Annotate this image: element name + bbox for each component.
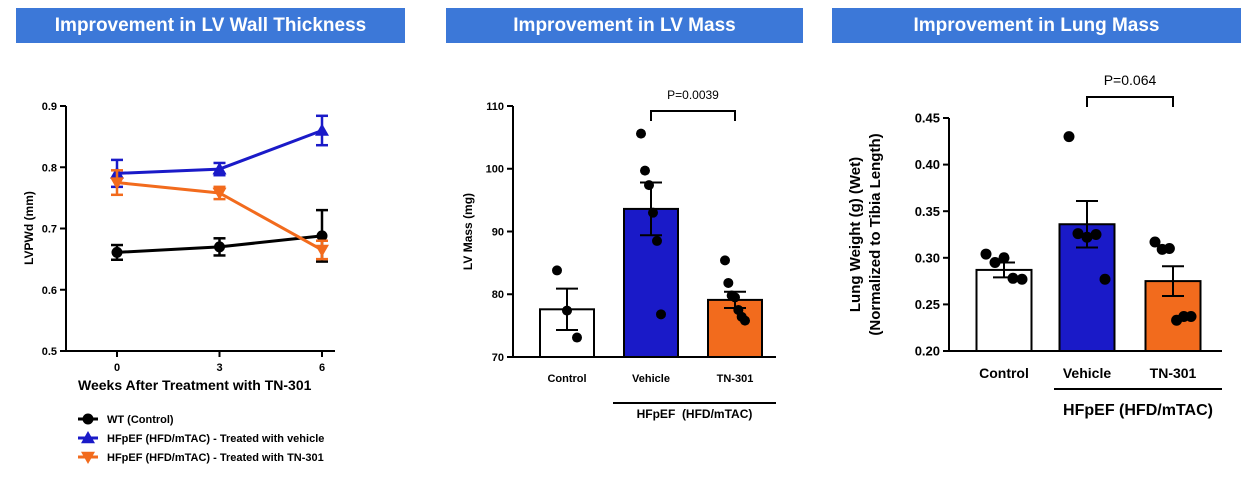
data-point — [1090, 229, 1102, 240]
bar-group-vehicle — [623, 128, 679, 358]
category-label: TN-301 — [717, 373, 754, 385]
y-tick-label: 0.6 — [42, 285, 57, 297]
y-tick-label: 70 — [492, 352, 504, 364]
y-axis-label: LVPWd (mm) — [22, 191, 36, 265]
data-point — [652, 235, 662, 246]
significance-bracket — [650, 110, 736, 121]
series-0 — [111, 208, 328, 263]
data-point — [315, 244, 329, 257]
legend-marker — [81, 431, 95, 444]
data-point — [656, 309, 666, 320]
data-point — [1063, 131, 1075, 143]
data-point — [110, 177, 124, 190]
lung-mass-chart: 0.20 0.25 0.30 0.35 0.40 0.45 Control Vehicle TN… — [847, 72, 1222, 419]
bar-group-tn-301 — [707, 255, 763, 358]
x-tick-label: 0 — [114, 362, 120, 374]
data-point — [730, 292, 740, 303]
y-tick-label: 0.20 — [915, 344, 940, 359]
lv-mass-title: Improvement in LV Mass — [446, 8, 803, 43]
x-tick-label: 6 — [319, 362, 325, 374]
y-tick-label: 0.5 — [42, 346, 57, 358]
data-point — [980, 248, 992, 260]
bar-group-vehicle — [1058, 131, 1116, 352]
category-label: TN-301 — [1150, 365, 1197, 381]
legend-label: HFpEF (HFD/mTAC) - Treated with vehicle — [107, 433, 324, 445]
data-point — [1016, 273, 1028, 285]
data-point — [214, 241, 225, 253]
y-axis-label-line2: (Normalized to Tibia Length) — [867, 133, 884, 335]
category-label: Control — [547, 373, 586, 385]
data-point — [572, 332, 582, 343]
data-point — [315, 123, 329, 136]
series-2 — [110, 169, 329, 261]
p-value-annotation: P=0.064 — [1104, 72, 1157, 88]
data-point — [562, 305, 572, 316]
data-point — [636, 128, 646, 139]
y-tick-label: 90 — [492, 226, 504, 238]
y-tick-label: 0.45 — [915, 111, 940, 126]
data-point — [989, 256, 1001, 268]
bar-group-tn-301 — [1144, 236, 1202, 353]
x-axis-label: Weeks After Treatment with TN-301 — [78, 377, 312, 393]
legend-label: HFpEF (HFD/mTAC) - Treated with TN-301 — [107, 452, 324, 464]
legend-marker — [81, 451, 95, 464]
y-tick-label: 0.30 — [915, 250, 940, 265]
y-tick-label: 0.9 — [42, 101, 57, 113]
data-point — [740, 315, 750, 326]
lv-wall-thickness-title: Improvement in LV Wall Thickness — [16, 8, 405, 43]
data-point — [212, 162, 227, 175]
group-label: HFpEF (HFD/mTAC) — [1063, 402, 1213, 419]
data-point — [720, 255, 730, 266]
legend-label: WT (Control) — [107, 414, 174, 426]
data-point — [723, 277, 734, 288]
data-point — [1007, 272, 1019, 284]
data-point — [1099, 273, 1111, 285]
y-tick-label: 100 — [486, 164, 504, 176]
category-label: Vehicle — [1063, 365, 1111, 381]
bar-group-control — [975, 248, 1033, 352]
data-point — [552, 265, 562, 276]
data-point — [1149, 236, 1161, 248]
y-tick-label: 0.8 — [42, 162, 57, 174]
data-point — [648, 207, 658, 218]
data-point — [644, 180, 654, 191]
category-label: Vehicle — [632, 373, 670, 385]
lung-mass-title: Improvement in Lung Mass — [832, 8, 1241, 43]
data-point — [998, 252, 1010, 264]
data-point — [1081, 231, 1093, 243]
data-point — [1072, 228, 1084, 240]
data-point — [212, 187, 227, 200]
y-tick-label: 0.25 — [915, 297, 940, 312]
x-tick-label: 3 — [216, 362, 222, 374]
data-point — [316, 230, 328, 242]
significance-bracket — [1086, 96, 1174, 107]
data-point — [111, 246, 123, 258]
group-label: HFpEF (HFD/mTAC) — [637, 407, 753, 421]
lv-mass-chart: 70 80 90 100 110 Control Vehicle TN-301 HFpEF (H… — [461, 88, 776, 421]
y-axis-label: Lung Weight (g) (Wet) — [847, 157, 864, 312]
y-tick-label: 80 — [492, 289, 504, 301]
y-tick-label: 0.35 — [915, 204, 940, 219]
data-point — [1163, 242, 1175, 254]
bar-group-control — [539, 265, 595, 358]
y-tick-label: 110 — [486, 101, 504, 113]
series-1 — [110, 114, 329, 189]
data-point — [640, 165, 650, 176]
lv-wall-thickness-chart: 0.5 0.6 0.7 0.8 0.9 0 3 6 Weeks After Treatment … — [22, 101, 335, 464]
p-value-annotation: P=0.0039 — [667, 88, 719, 102]
data-point — [1185, 311, 1197, 323]
y-tick-label: 0.40 — [915, 157, 940, 172]
y-tick-label: 0.7 — [42, 224, 57, 236]
y-axis-label: LV Mass (mg) — [461, 193, 475, 270]
legend-marker — [82, 413, 94, 425]
category-label: Control — [979, 365, 1029, 381]
